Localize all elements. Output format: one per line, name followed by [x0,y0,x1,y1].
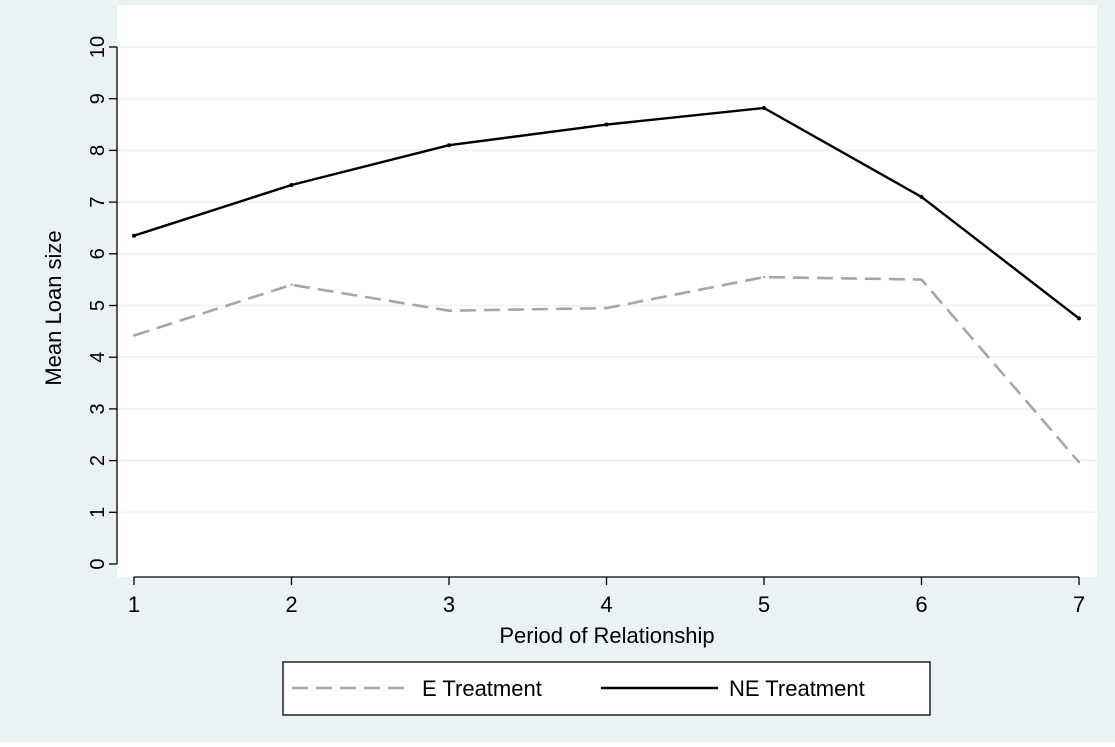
gridlines [117,46,1097,514]
y-tick-label-10: 10 [87,36,109,58]
y-axis-label: Mean Loan size [41,230,66,385]
legend: E Treatment NE Treatment [282,661,931,716]
point-e-treatment-4 [605,306,608,310]
point-ne-treatment-7 [1077,316,1081,321]
y-tick-label-5: 5 [87,300,109,311]
point-e-treatment-3 [447,309,451,312]
x-tick-label-4: 4 [600,592,612,617]
y-tick-label-0: 0 [87,558,109,569]
x-tick-label-3: 3 [443,592,455,617]
point-e-treatment-1 [132,334,136,337]
data-series [132,106,1081,464]
y-tick-label-3: 3 [87,403,109,414]
point-ne-treatment-4 [604,122,609,127]
x-tick-label-7: 7 [1073,592,1085,617]
point-ne-treatment-5 [762,106,766,111]
x-tick-label-5: 5 [758,592,770,617]
point-e-treatment-2 [290,283,293,287]
point-e-treatment-6 [920,278,923,281]
x-tick-label-6: 6 [915,592,927,617]
x-tick-label-2: 2 [285,592,297,617]
axes: 0 1 2 3 4 5 6 7 8 9 10 1 2 3 4 5 6 7 [87,36,1085,617]
y-tick-label-1: 1 [87,507,109,518]
x-tick-label-1: 1 [128,592,140,617]
legend-label-ne-treatment: NE Treatment [729,676,865,701]
x-axis-label: Period of Relationship [499,623,714,648]
y-tick-label-9: 9 [87,93,109,104]
point-ne-treatment-6 [919,194,924,199]
y-tick-label-7: 7 [87,197,109,208]
y-tick-label-2: 2 [87,455,109,466]
point-ne-treatment-2 [289,183,294,188]
plot-area [117,5,1097,577]
point-ne-treatment-3 [447,143,451,148]
point-e-treatment-5 [762,275,766,279]
point-ne-treatment-1 [132,233,136,238]
legend-label-e-treatment: E Treatment [422,676,542,701]
point-e-treatment-7 [1077,460,1081,464]
y-tick-label-4: 4 [87,352,109,363]
y-tick-label-6: 6 [87,248,109,259]
y-tick-label-8: 8 [87,145,109,156]
